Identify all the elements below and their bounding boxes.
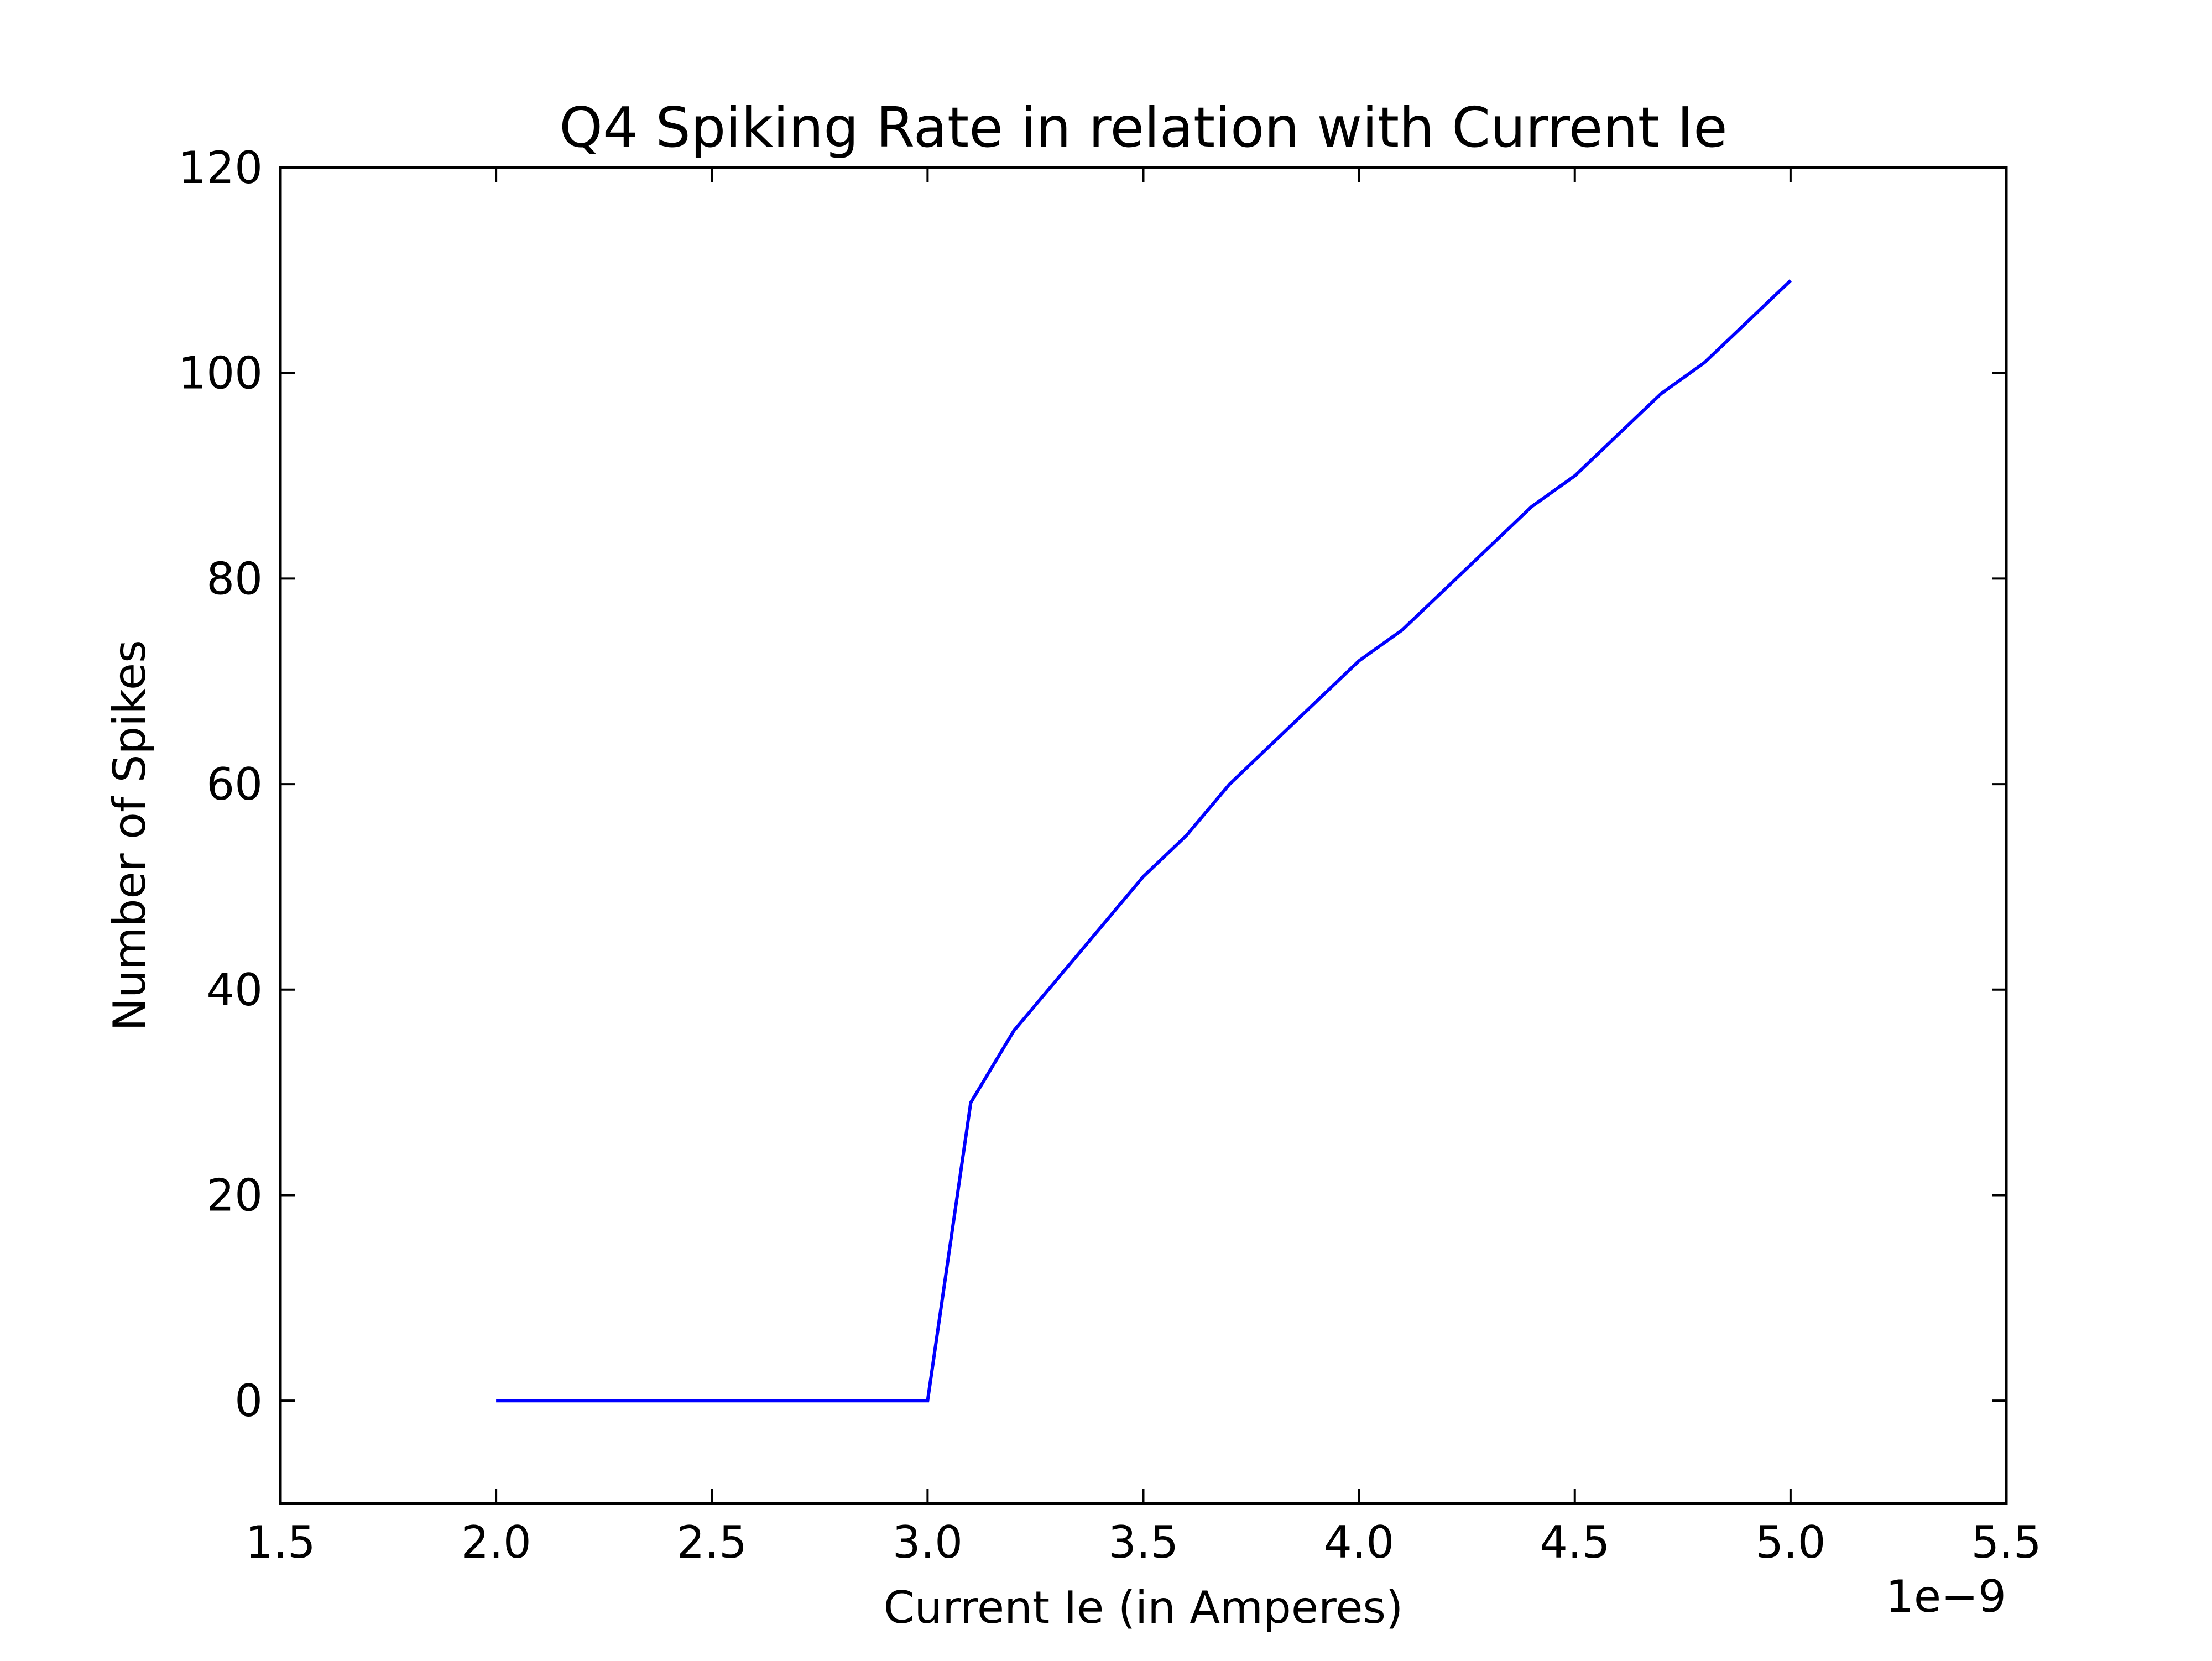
x-tick-label: 1.5 bbox=[245, 1517, 315, 1568]
x-axis-offset-label: 1e−9 bbox=[1886, 1571, 2006, 1622]
x-tick-label: 3.0 bbox=[893, 1517, 963, 1568]
x-tick-label: 2.5 bbox=[677, 1517, 747, 1568]
y-tick-label: 100 bbox=[178, 348, 263, 399]
x-axis-label: Current Ie (in Amperes) bbox=[884, 1582, 1404, 1633]
x-tick-label: 5.0 bbox=[1755, 1517, 1825, 1568]
x-tick-label: 5.5 bbox=[1971, 1517, 2041, 1568]
y-tick-label: 120 bbox=[178, 142, 263, 194]
y-tick-label: 80 bbox=[206, 553, 263, 604]
x-tick-label: 4.5 bbox=[1540, 1517, 1610, 1568]
y-tick-label: 40 bbox=[206, 964, 263, 1016]
chart-title: Q4 Spiking Rate in relation with Current… bbox=[559, 95, 1727, 160]
x-tick-label: 4.0 bbox=[1324, 1517, 1394, 1568]
x-tick-label: 3.5 bbox=[1108, 1517, 1178, 1568]
y-tick-label: 60 bbox=[206, 759, 263, 810]
y-axis-label: Number of Spikes bbox=[104, 640, 155, 1031]
x-tick-label: 2.0 bbox=[461, 1517, 531, 1568]
series-line bbox=[496, 279, 1792, 1403]
y-tick-label: 20 bbox=[206, 1169, 263, 1221]
y-tick-label: 0 bbox=[234, 1375, 263, 1427]
